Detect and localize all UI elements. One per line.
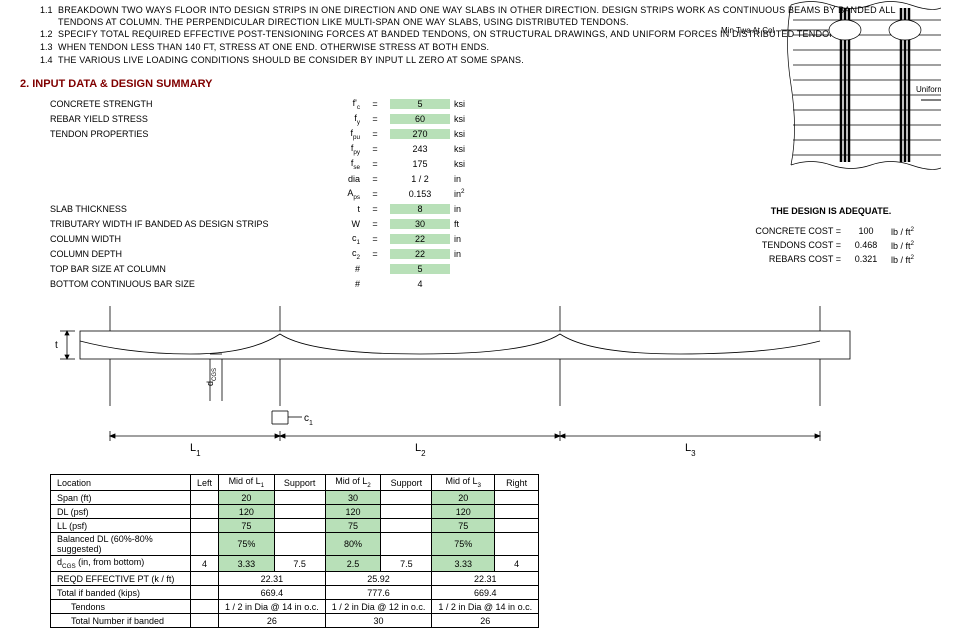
cost-block: THE DESIGN IS ADEQUATE. CONCRETE COST = …: [731, 206, 931, 268]
design-status: THE DESIGN IS ADEQUATE.: [731, 206, 931, 216]
svg-text:dCGS: dCGS: [205, 368, 218, 386]
min-two-label: Min Two At Col: [721, 26, 774, 35]
span-data-table: LocationLeftMid of L1SupportMid of L2Sup…: [50, 474, 539, 628]
beam-elevation-diagram: t dCGS c1 L1 L2 L3: [50, 306, 870, 466]
svg-text:L3: L3: [685, 442, 696, 458]
uniform-tendons-label: Uniform Tendons: [916, 85, 941, 94]
input-data-section: CONCRETE STRENGTH f'c = 5 ksiREBAR YIELD…: [20, 96, 941, 291]
svg-text:c1: c1: [304, 413, 313, 427]
table-body: Span (ft)203020DL (psf)120120120LL (psf)…: [51, 491, 539, 628]
svg-text:L2: L2: [415, 442, 426, 458]
table-header-row: LocationLeftMid of L1SupportMid of L2Sup…: [51, 475, 539, 491]
svg-text:t: t: [55, 340, 58, 351]
cost-rows: CONCRETE COST = 100 lb / ft2TENDONS COST…: [731, 226, 931, 268]
svg-text:L1: L1: [190, 442, 201, 458]
